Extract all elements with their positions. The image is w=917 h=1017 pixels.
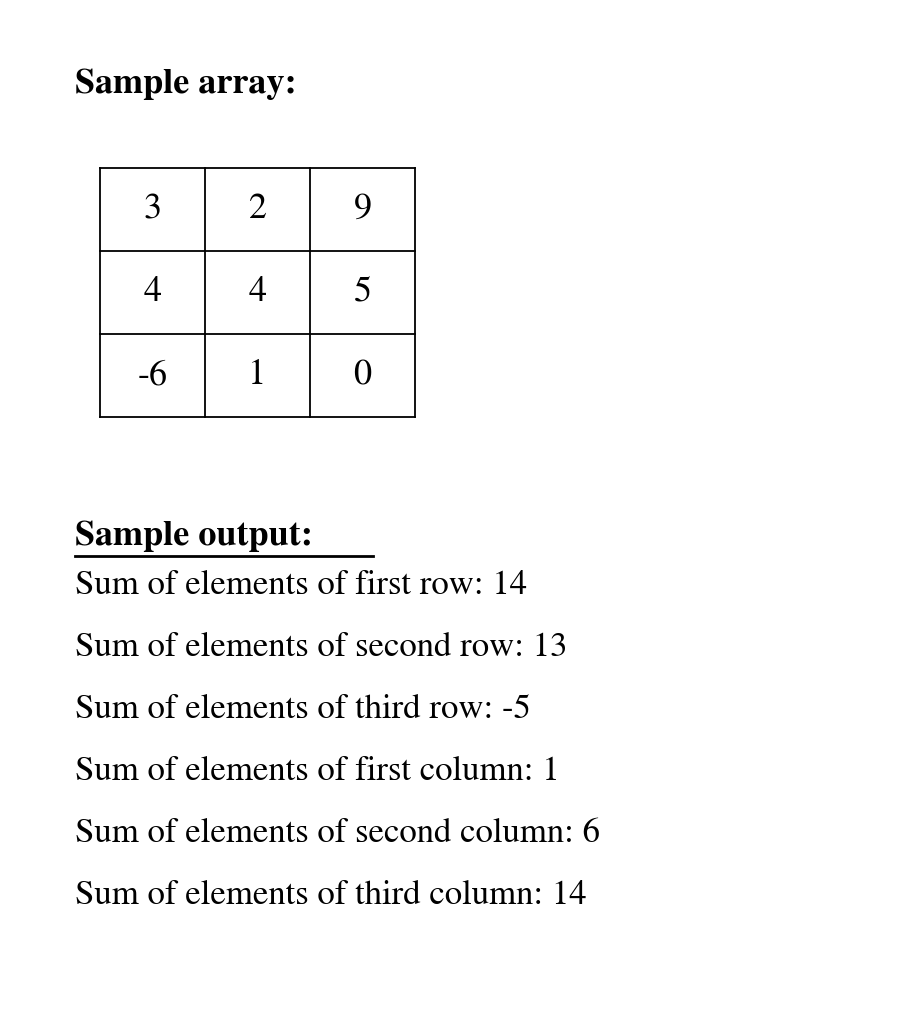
Text: 4: 4	[249, 276, 267, 309]
Text: Sum of elements of third row: -5: Sum of elements of third row: -5	[75, 694, 531, 726]
Text: Sample output:: Sample output:	[75, 520, 313, 551]
Text: Sum of elements of second column: 6: Sum of elements of second column: 6	[75, 818, 600, 850]
Text: 0: 0	[353, 359, 371, 393]
Text: -6: -6	[138, 359, 168, 393]
Text: 1: 1	[249, 359, 267, 393]
Text: 9: 9	[353, 193, 371, 226]
Text: Sum of elements of second row: 13: Sum of elements of second row: 13	[75, 632, 568, 664]
Text: 5: 5	[353, 276, 371, 309]
Text: Sum of elements of first column: 1: Sum of elements of first column: 1	[75, 756, 559, 788]
Text: Sum of elements of first row: 14: Sum of elements of first row: 14	[75, 570, 527, 602]
Text: 2: 2	[249, 193, 267, 226]
Text: Sum of elements of third column: 14: Sum of elements of third column: 14	[75, 880, 587, 912]
Text: Sample array:: Sample array:	[75, 68, 296, 100]
Text: 4: 4	[143, 276, 161, 309]
Text: 3: 3	[143, 193, 161, 226]
